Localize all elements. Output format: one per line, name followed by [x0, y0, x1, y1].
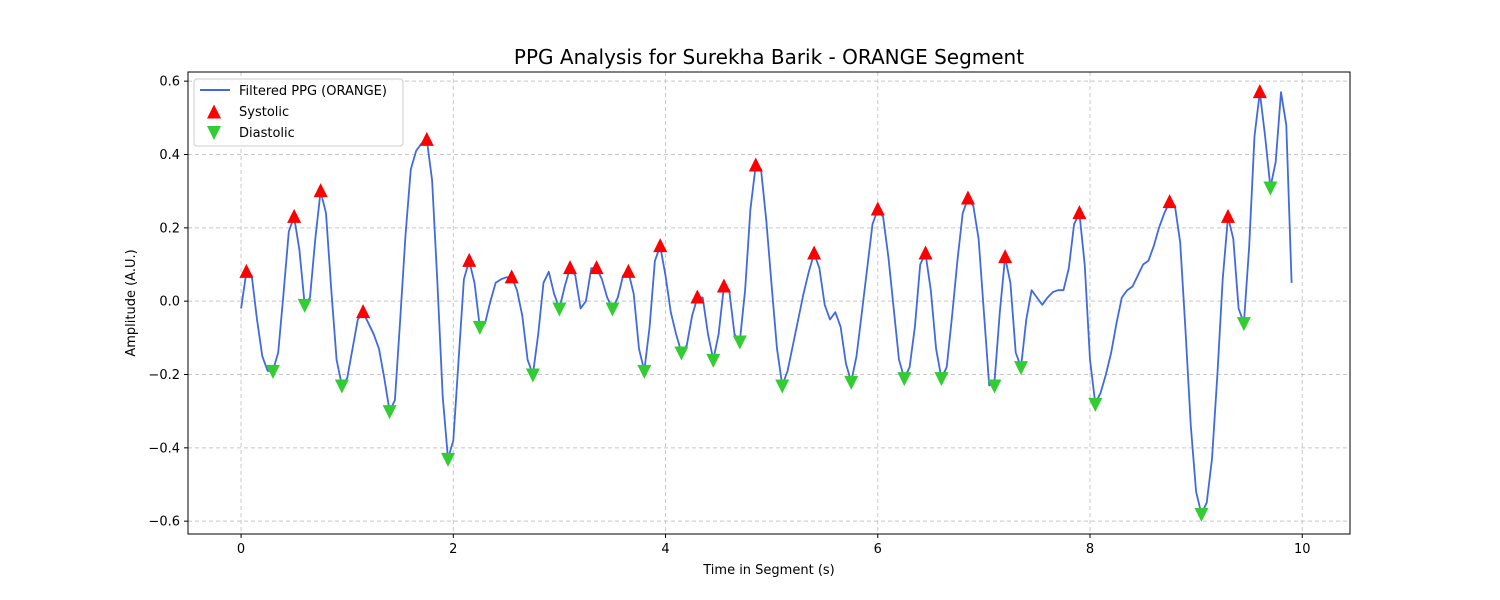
systolic-marker — [356, 304, 371, 319]
diastolic-marker — [605, 302, 620, 317]
systolic-marker — [807, 245, 822, 260]
diastolic-marker — [525, 368, 540, 383]
y-tick-label: −0.4 — [148, 441, 180, 456]
y-tick-label: −0.6 — [148, 515, 180, 530]
systolic-marker — [998, 249, 1013, 264]
x-tick-label: 2 — [449, 542, 457, 557]
diastolic-marker — [674, 346, 689, 361]
diastolic-marker — [987, 379, 1002, 394]
systolic-marker — [690, 289, 705, 304]
systolic-marker — [563, 260, 578, 275]
diastolic-marker — [637, 364, 652, 379]
legend-diastolic-icon — [207, 126, 221, 140]
systolic-marker — [462, 252, 477, 267]
diastolic-marker — [732, 335, 747, 350]
grid — [188, 72, 1350, 534]
diastolic-marker — [1088, 397, 1103, 412]
systolic-marker — [1162, 194, 1177, 209]
systolic-marker — [287, 208, 302, 223]
x-tick-label: 10 — [1294, 542, 1311, 557]
systolic-marker — [621, 263, 636, 278]
systolic-marker — [239, 263, 254, 278]
x-tick-label: 4 — [661, 542, 669, 557]
systolic-marker — [419, 131, 434, 146]
diastolic-marker — [552, 302, 567, 317]
systolic-marker — [589, 260, 604, 275]
diastolic-marker — [297, 298, 312, 313]
diastolic-marker — [775, 379, 790, 394]
systolic-marker — [960, 190, 975, 205]
diastolic-marker — [706, 353, 721, 368]
systolic-marker — [918, 245, 933, 260]
ppg-signal-line — [240, 91, 1293, 515]
chart-title: PPG Analysis for Surekha Barik - ORANGE … — [514, 45, 1024, 69]
y-tick-label: 0.0 — [159, 295, 180, 310]
diastolic-marker — [1263, 181, 1278, 196]
diastolic-marker — [934, 372, 949, 387]
x-tick-label: 6 — [874, 542, 882, 557]
legend-systolic-icon — [207, 104, 221, 119]
legend-box — [193, 78, 404, 147]
systolic-marker — [653, 238, 668, 253]
diastolic-marker — [472, 320, 487, 335]
y-tick-label: 0.4 — [159, 148, 180, 163]
y-tick-label: −0.2 — [148, 368, 180, 383]
systolic-marker — [1252, 84, 1267, 99]
systolic-marker — [1072, 205, 1087, 220]
x-axis-label: Time in Segment (s) — [702, 563, 834, 578]
diastolic-marker — [440, 452, 455, 467]
systolic-marker — [504, 269, 519, 284]
systolic-marker — [313, 183, 328, 198]
systolic-marker — [716, 278, 731, 293]
x-tick-label: 0 — [237, 542, 245, 557]
systolic-marker — [748, 157, 763, 172]
systolic-marker — [1220, 208, 1235, 223]
diastolic-marker — [1194, 507, 1209, 522]
diastolic-marker — [382, 405, 397, 420]
diastolic-marker — [844, 375, 859, 390]
y-tick-label: 0.2 — [159, 221, 180, 236]
diastolic-marker — [1014, 361, 1029, 376]
legend-label-systolic: Systolic — [239, 105, 289, 120]
systolic-marker — [870, 201, 885, 216]
x-axis-ticks: 0 2 4 6 8 10 — [237, 534, 1311, 557]
legend-label-diastolic: Diastolic — [239, 126, 295, 141]
diastolic-marker — [334, 379, 349, 394]
y-tick-label: 0.6 — [159, 75, 180, 90]
y-axis-label: Amplitude (A.U.) — [124, 249, 139, 356]
legend: Filtered PPG (ORANGE) Systolic Diastolic — [193, 78, 404, 147]
diastolic-marker — [897, 372, 912, 387]
diastolic-marker — [265, 364, 280, 379]
y-axis-ticks: −0.6 −0.4 −0.2 0.0 0.2 0.4 0.6 — [148, 75, 188, 530]
x-tick-label: 8 — [1086, 542, 1094, 557]
legend-label-filtered: Filtered PPG (ORANGE) — [239, 84, 387, 99]
plot-area — [239, 84, 1293, 522]
axes-frame — [187, 71, 1351, 535]
diastolic-marker — [1236, 317, 1251, 332]
